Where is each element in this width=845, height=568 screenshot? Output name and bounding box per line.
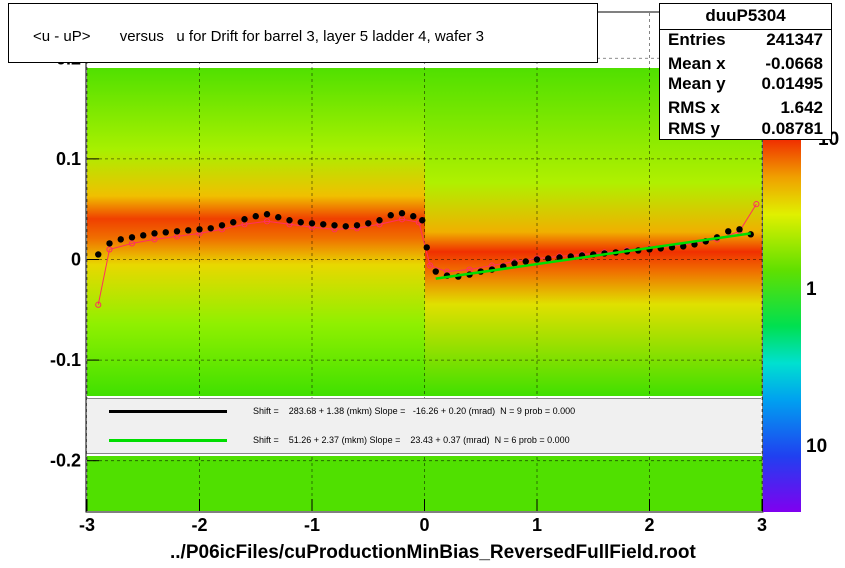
profile-black-point (398, 210, 406, 217)
profile-red-point (151, 236, 158, 243)
stat-row-mean-y: Mean y 0.01495 (668, 74, 823, 96)
profile-black-point (432, 268, 439, 275)
profile-red-point (95, 301, 102, 308)
stat-row-rms-y: RMS y 0.08781 (668, 119, 823, 141)
profile-red-point (263, 218, 271, 225)
profile-black-point (162, 229, 169, 236)
profile-black-point (308, 220, 316, 227)
profile-black-point (196, 226, 203, 233)
x-tick-label: -1 (304, 515, 320, 535)
fit-line-green (109, 439, 227, 442)
profile-black-point (680, 243, 687, 250)
stat-value: 0.01495 (761, 74, 823, 93)
profile-black-point (117, 236, 124, 243)
profile-black-point (297, 219, 304, 226)
profile-black-point (252, 213, 259, 220)
x-tick-label: 1 (532, 515, 542, 535)
x-tick-label: -2 (191, 515, 207, 535)
profile-black-point (365, 220, 372, 227)
profile-black-point (173, 228, 181, 235)
profile-black-point (556, 254, 563, 261)
y-tick-label: -0.1 (50, 350, 81, 370)
profile-black-point (423, 244, 430, 251)
profile-black-point (275, 214, 282, 221)
stat-row-rms-x: RMS x 1.642 (668, 98, 823, 120)
profile-black-point (736, 226, 743, 233)
profile-red-point (753, 201, 760, 208)
stat-value: 241347 (766, 30, 823, 49)
stats-box: duuP5304 Entries 241347 Mean x -0.0668 M… (659, 3, 832, 140)
y-tick-label: 0 (71, 249, 81, 269)
stat-value: 1.642 (780, 98, 823, 117)
profile-black-point (419, 217, 426, 224)
profile-black-point (533, 256, 541, 263)
stat-value: -0.0668 (765, 54, 823, 73)
profile-marks (95, 201, 760, 308)
profile-black-point (511, 260, 518, 267)
profile-black-point (207, 225, 214, 232)
colorbar-label-2: 10 (806, 436, 827, 457)
profile-black-point (522, 258, 529, 265)
color-bar (763, 140, 801, 512)
profile-black-point (353, 222, 361, 229)
stat-label: RMS y (668, 119, 720, 138)
x-tick-label: 0 (419, 515, 429, 535)
profile-black-point (410, 213, 417, 220)
stat-label: RMS x (668, 98, 720, 117)
profile-black-point (218, 222, 226, 229)
profile-black-point (376, 217, 383, 224)
stat-row-mean-x: Mean x -0.0668 (668, 54, 823, 76)
stat-label: Mean x (668, 54, 726, 73)
x-tick-label: 2 (644, 515, 654, 535)
profile-black-point (185, 227, 192, 234)
profile-red-point (427, 262, 434, 269)
fit-text-green: Shift = 51.26 + 2.37 (mkm) Slope = 23.43… (253, 435, 570, 445)
profile-red-point (128, 240, 136, 247)
chart-title: <u - uP> versus u for Drift for barrel 3… (33, 28, 485, 45)
stats-separator (660, 29, 831, 30)
profile-black-point (725, 228, 732, 235)
stats-name: duuP5304 (705, 6, 786, 25)
profile-black-point (286, 217, 293, 224)
fit-legend: Shift = 283.68 + 1.38 (mkm) Slope = -16.… (87, 398, 761, 454)
profile-black-point (263, 211, 271, 218)
x-tick-label: 3 (757, 515, 767, 535)
profile-black-point (95, 251, 102, 258)
stat-label: Entries (668, 30, 726, 49)
y-tick-label: 0.1 (56, 149, 81, 169)
stat-value: 0.08781 (761, 119, 823, 138)
stat-row-entries: Entries 241347 (668, 30, 823, 52)
profile-black-point (106, 240, 113, 247)
profile-black-point (545, 255, 552, 262)
colorbar-label-1: 1 (806, 279, 817, 300)
profile-black-point (128, 234, 136, 241)
y-tick-label: -0.2 (50, 451, 81, 471)
profile-red-point (106, 246, 113, 253)
x-axis-label: ../P06icFiles/cuProductionMinBias_Revers… (170, 542, 696, 563)
x-tick-label: -3 (79, 515, 95, 535)
profile-red-point (398, 216, 406, 223)
fit-line-green-plot (435, 232, 751, 280)
fit-text-black: Shift = 283.68 + 1.38 (mkm) Slope = -16.… (253, 406, 576, 416)
stat-label: Mean y (668, 74, 726, 93)
profile-black-point (140, 232, 147, 239)
profile-black-point (342, 223, 349, 230)
profile-black-point (387, 212, 394, 219)
profile-black-point (331, 222, 338, 229)
profile-black-point (241, 216, 248, 223)
profile-black-point (151, 230, 158, 237)
profile-black-point (230, 219, 237, 226)
profile-black-point (320, 221, 327, 228)
fit-line-black (109, 410, 227, 413)
title-box: <u - uP> versus u for Drift for barrel 3… (8, 3, 598, 63)
